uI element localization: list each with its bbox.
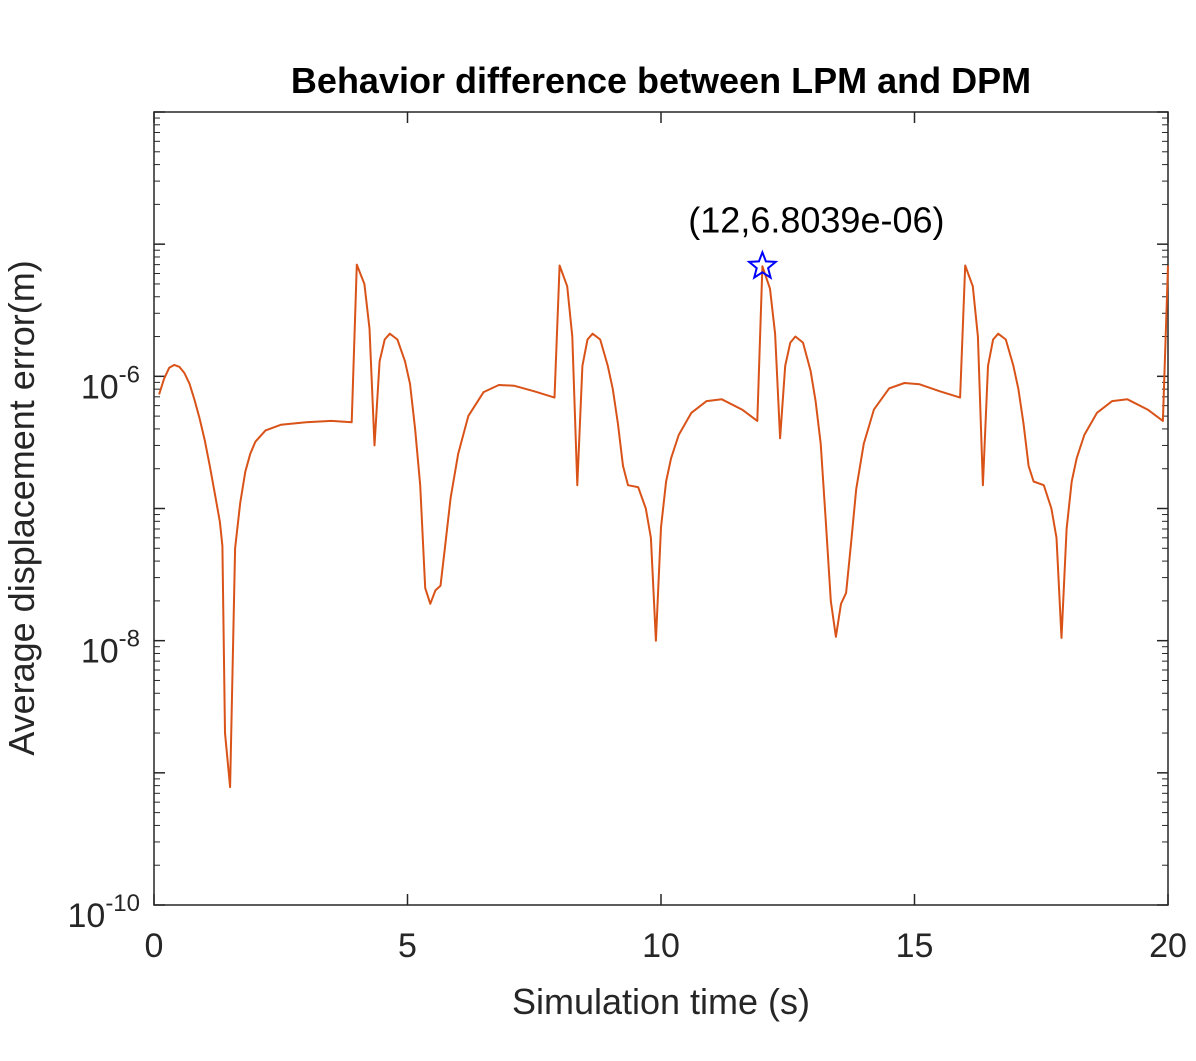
annotation-star-marker bbox=[746, 249, 779, 280]
x-tick-labels: 0 5 10 15 20 bbox=[145, 927, 1187, 965]
x-axis-label: Simulation time (s) bbox=[512, 981, 810, 1022]
x-tick-label: 5 bbox=[398, 927, 417, 965]
axes-frame bbox=[153, 111, 1169, 906]
x-tick-label: 15 bbox=[896, 927, 934, 965]
chart-title: Behavior difference between LPM and DPM bbox=[291, 60, 1031, 101]
y-tick-label: 10-6 bbox=[81, 361, 140, 406]
y-axis-label: Average displacement error(m) bbox=[1, 260, 42, 756]
plot-area-border bbox=[153, 111, 1169, 906]
y-tick-label: 10-10 bbox=[67, 890, 140, 935]
annotation-label: (12,6.8039e-06) bbox=[688, 199, 944, 240]
major-ticks bbox=[153, 111, 1169, 906]
minor-ticks bbox=[154, 117, 1168, 866]
data-series-line bbox=[158, 263, 1169, 789]
x-tick-label: 10 bbox=[642, 927, 680, 965]
y-tick-labels: 10-10 10-8 10-6 bbox=[67, 361, 140, 935]
y-tick-label: 10-8 bbox=[81, 626, 140, 671]
x-tick-label: 20 bbox=[1149, 927, 1187, 965]
x-tick-label: 0 bbox=[145, 927, 164, 965]
